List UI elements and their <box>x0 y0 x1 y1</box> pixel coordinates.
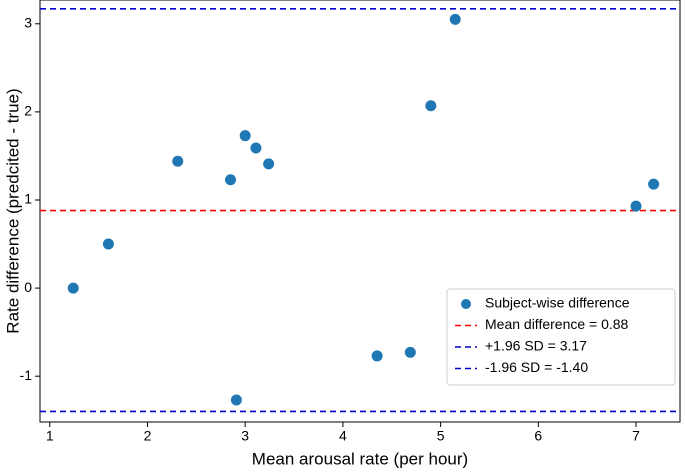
point <box>630 200 642 212</box>
point <box>250 142 262 154</box>
legend-label: -1.96 SD = -1.40 <box>485 359 588 375</box>
legend-label: Subject-wise difference <box>485 295 630 311</box>
legend-box <box>446 288 676 386</box>
x-tick-label: 6 <box>534 428 542 444</box>
point <box>425 100 437 112</box>
x-tick-label: 5 <box>437 428 445 444</box>
y-tick-label: -1 <box>20 367 33 383</box>
legend-label: Mean difference = 0.88 <box>485 316 629 332</box>
point <box>648 178 660 190</box>
legend-marker <box>461 299 471 309</box>
point <box>263 158 275 170</box>
y-tick-label: 2 <box>24 103 32 119</box>
point <box>239 130 251 142</box>
point <box>172 155 184 167</box>
point <box>230 394 242 406</box>
y-tick-label: 0 <box>24 279 32 295</box>
x-tick-label: 1 <box>46 428 54 444</box>
x-axis-label: Mean arousal rate (per hour) <box>252 449 468 468</box>
point <box>449 13 461 25</box>
point <box>225 174 237 186</box>
x-tick-label: 2 <box>144 428 152 444</box>
y-tick-label: 3 <box>24 14 32 30</box>
point <box>67 282 79 294</box>
x-tick-label: 4 <box>339 428 347 444</box>
point <box>371 350 383 362</box>
legend-label: +1.96 SD = 3.17 <box>485 338 587 354</box>
y-tick-label: 1 <box>24 191 32 207</box>
y-axis-label: Rate difference (predcited - true) <box>3 88 22 333</box>
point <box>404 346 416 358</box>
point <box>102 238 114 250</box>
x-tick-label: 3 <box>241 428 249 444</box>
x-tick-label: 7 <box>632 428 640 444</box>
